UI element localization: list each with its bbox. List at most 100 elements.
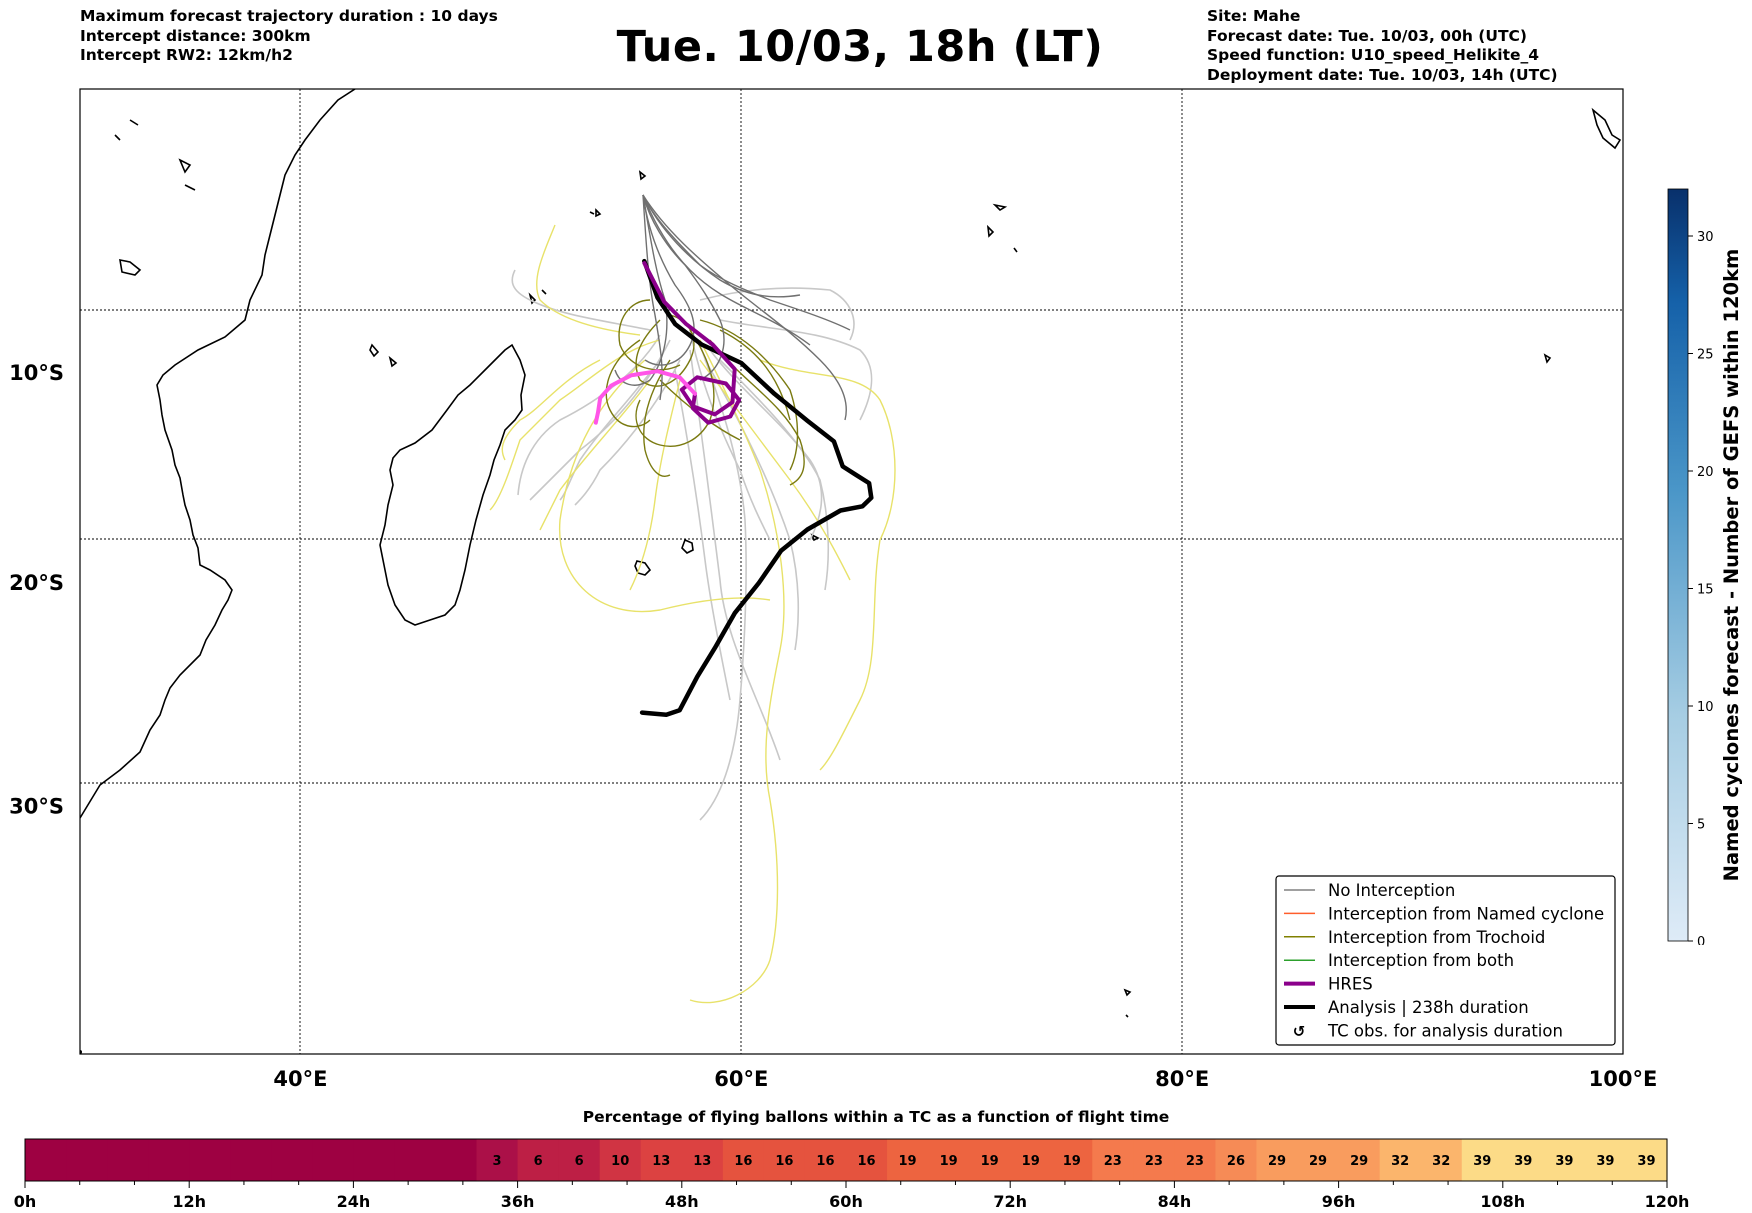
reunion-outline bbox=[681, 538, 694, 554]
strip-value-label: 29 bbox=[1268, 1154, 1286, 1169]
y-axis-tick-labels: 10°S 20°S 30°S bbox=[9, 361, 64, 818]
strip-cell bbox=[66, 1139, 108, 1181]
strip-value-label: 16 bbox=[734, 1154, 752, 1169]
gefs-colorbar: 0 5 10 15 20 25 30 Named cyclones forecast - N… bbox=[1667, 188, 1743, 945]
strip-cell bbox=[1215, 1139, 1258, 1181]
strip-cell bbox=[1625, 1139, 1668, 1181]
header-info-left: Maximum forecast trajectory duration : 1… bbox=[80, 7, 498, 66]
strip-cell bbox=[1584, 1139, 1627, 1181]
strip-tick-label: 120h bbox=[1645, 1192, 1690, 1211]
strip-cell bbox=[107, 1139, 149, 1181]
strip-cell bbox=[148, 1139, 190, 1181]
strip-value-label: 19 bbox=[1063, 1154, 1081, 1169]
strip-cell bbox=[353, 1139, 396, 1181]
gridlines bbox=[80, 89, 1623, 1054]
info-line-site: Site: Mahe bbox=[1207, 7, 1301, 25]
strip-cell bbox=[1543, 1139, 1586, 1181]
y-tick-label: 30°S bbox=[9, 794, 64, 818]
strip-cell bbox=[887, 1139, 929, 1181]
strip-value-label: 3 bbox=[493, 1154, 502, 1169]
strip-value-label: 13 bbox=[693, 1154, 711, 1169]
strip-cell bbox=[476, 1139, 519, 1181]
legend-label: Interception from Named cyclone bbox=[1328, 904, 1604, 923]
africa-coastline bbox=[80, 89, 356, 819]
strip-cell bbox=[312, 1139, 354, 1181]
strip-value-label: 19 bbox=[1022, 1154, 1040, 1169]
chart-title: Tue. 10/03, 18h (LT) bbox=[616, 22, 1104, 72]
legend-entries: No Interception Interception from Named c… bbox=[1284, 881, 1604, 1040]
info-line-speed-function: Speed function: U10_speed_Helikite_4 bbox=[1207, 46, 1540, 64]
strip-value-label: 19 bbox=[981, 1154, 999, 1169]
cargados-islands bbox=[528, 211, 595, 305]
socotra-outline bbox=[1591, 107, 1622, 150]
info-line-intercept-distance: Intercept distance: 300km bbox=[80, 26, 311, 45]
x-tick-label: 100°E bbox=[1589, 1067, 1658, 1091]
strip-value-label: 23 bbox=[1145, 1154, 1163, 1169]
legend-label: No Interception bbox=[1328, 881, 1455, 900]
strip-cell bbox=[969, 1139, 1011, 1181]
strip-tick-label: 96h bbox=[1322, 1192, 1356, 1211]
strip-cell bbox=[435, 1139, 478, 1181]
strip-value-label: 6 bbox=[534, 1154, 543, 1169]
strip-cell bbox=[1010, 1139, 1052, 1181]
strip-value-label: 39 bbox=[1637, 1154, 1655, 1169]
mauritius-outline bbox=[634, 560, 652, 576]
strip-value-label: 32 bbox=[1432, 1154, 1450, 1169]
strip-cell bbox=[25, 1139, 67, 1181]
seychelles-islands bbox=[595, 170, 647, 218]
strip-value-label: 23 bbox=[1186, 1154, 1204, 1169]
strip-tick-label: 48h bbox=[665, 1192, 699, 1211]
strip-cell bbox=[271, 1139, 313, 1181]
strip-value-label: 10 bbox=[611, 1154, 629, 1169]
strip-value-label: 23 bbox=[1104, 1154, 1122, 1169]
percentage-strip-title: Percentage of flying ballons within a TC… bbox=[582, 1108, 1170, 1126]
comoros-islands bbox=[369, 343, 398, 368]
mafia-island bbox=[119, 258, 142, 276]
strip-tick-label: 36h bbox=[501, 1192, 535, 1211]
y-tick-label: 10°S bbox=[9, 361, 64, 385]
strip-value-label: 39 bbox=[1514, 1154, 1532, 1169]
strip-cell bbox=[928, 1139, 970, 1181]
strip-value-label: 19 bbox=[899, 1154, 917, 1169]
strip-value-label: 6 bbox=[575, 1154, 584, 1169]
strip-value-label: 26 bbox=[1227, 1154, 1245, 1169]
east-island-2 bbox=[986, 203, 1018, 253]
colorbar-label: Named cyclones forecast - Number of GEFS… bbox=[1720, 249, 1743, 882]
info-line-deployment-date: Deployment date: Tue. 10/03, 14h (UTC) bbox=[1207, 65, 1558, 84]
legend: No Interception Interception from Named c… bbox=[1275, 875, 1616, 1046]
strip-cell bbox=[1297, 1139, 1340, 1181]
strip-cell bbox=[1338, 1139, 1381, 1181]
info-line-duration: Maximum forecast trajectory duration : 1… bbox=[80, 7, 498, 25]
strip-cell bbox=[1461, 1139, 1504, 1181]
strip-value-label: 29 bbox=[1350, 1154, 1368, 1169]
colorbar-tick-label: 10 bbox=[1697, 700, 1714, 715]
colorbar-tick-label: 20 bbox=[1697, 465, 1714, 480]
strip-value-label: 39 bbox=[1596, 1154, 1614, 1169]
strip-cell bbox=[230, 1139, 272, 1181]
madagascar-coastline bbox=[379, 343, 526, 626]
strip-tick-label: 108h bbox=[1480, 1192, 1525, 1211]
nw-islands bbox=[114, 119, 196, 191]
strip-cell bbox=[1420, 1139, 1463, 1181]
percentage-strip: 3 6 6 10 13 13 16 16 16 16 19 19 19 19 19 23 23 23 26 29 29 2… bbox=[14, 1138, 1690, 1211]
strip-cell bbox=[558, 1139, 601, 1181]
strip-cells: 3 6 6 10 13 13 16 16 16 16 19 19 19 19 19 23 23 23 26 29 29 2… bbox=[24, 1138, 1668, 1182]
strip-tick-label: 84h bbox=[1158, 1192, 1192, 1211]
analysis-track bbox=[639, 258, 874, 718]
strip-tick-label: 72h bbox=[993, 1192, 1027, 1211]
strip-cell bbox=[763, 1139, 806, 1181]
colorbar-tick-label: 15 bbox=[1697, 583, 1714, 598]
strip-cell bbox=[517, 1139, 560, 1181]
map-background-layer bbox=[80, 89, 1623, 1054]
strip-value-label: 29 bbox=[1309, 1154, 1327, 1169]
strip-value-label: 39 bbox=[1555, 1154, 1573, 1169]
colorbar-tick-label: 30 bbox=[1697, 230, 1714, 245]
legend-label: TC obs. for analysis duration bbox=[1327, 1021, 1563, 1040]
strip-value-label: 32 bbox=[1391, 1154, 1409, 1169]
east-island-3 bbox=[1123, 988, 1132, 1018]
strip-cell bbox=[1379, 1139, 1422, 1181]
legend-label: Interception from both bbox=[1328, 951, 1514, 970]
strip-cell bbox=[640, 1139, 683, 1181]
strip-cell bbox=[189, 1139, 231, 1181]
